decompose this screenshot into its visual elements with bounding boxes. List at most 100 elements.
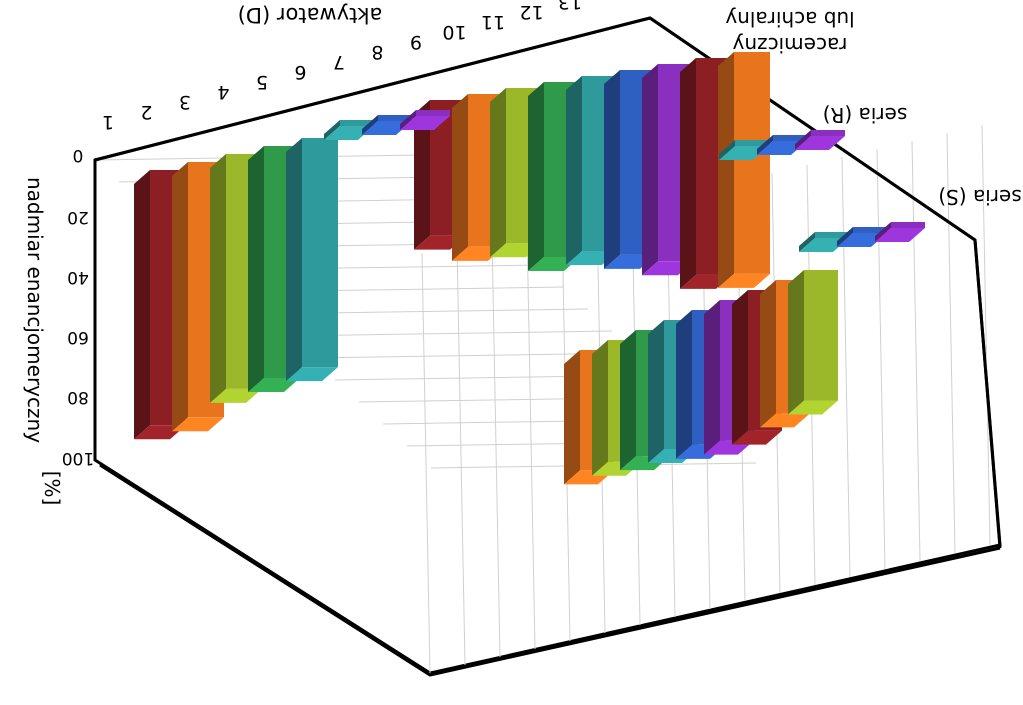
- bar-racemic-cap: [837, 233, 887, 247]
- bar-racemic: [799, 232, 849, 252]
- bar-racemic: [719, 140, 769, 160]
- bar-front-side: [286, 138, 302, 382]
- grid-line: [456, 244, 466, 666]
- bar-racemic-cap: [795, 136, 845, 150]
- y-axis: 0 20 40 60 80 100 nadmiar enancjomeryczn…: [23, 145, 94, 505]
- x-tick-label: 9: [410, 31, 422, 53]
- grid-line: [421, 252, 431, 674]
- bar-series-r-side: [452, 94, 468, 261]
- bar-series-s-cap: [760, 413, 810, 428]
- x-tick-label: 4: [217, 81, 229, 103]
- bar-racemic: [362, 115, 412, 135]
- bar-racemic-side: [362, 115, 378, 135]
- bar-racemic: [795, 130, 845, 150]
- bar-series-s: [788, 270, 838, 415]
- bar-racemic-cap: [799, 238, 849, 252]
- bar-series-r-side: [528, 82, 544, 272]
- bar-series-r-side: [414, 100, 430, 250]
- side-edge: [973, 239, 1002, 549]
- bar-series-s-side: [760, 280, 776, 428]
- bar-front-face: [302, 138, 338, 368]
- bar-series-s-side: [676, 310, 692, 459]
- bar-racemic-side: [400, 110, 416, 130]
- bar-racemic-cap: [719, 146, 769, 160]
- bar-front-cap: [210, 388, 262, 403]
- bar-series-r: [718, 52, 770, 288]
- bar-racemic-side: [719, 140, 735, 160]
- bar-racemic-face: [340, 120, 374, 126]
- bar-racemic-side: [799, 232, 815, 252]
- floor-edge: [99, 463, 1001, 677]
- bar-front-side: [172, 162, 188, 432]
- grid-line: [981, 124, 991, 546]
- bar-series-r-side: [566, 76, 582, 266]
- x-tick-label: 12: [519, 1, 543, 23]
- bar-series-s-cap: [732, 430, 782, 445]
- x-tick-label: 8: [371, 41, 383, 63]
- bar-front-cap: [172, 417, 224, 432]
- bar-series-r-side: [680, 58, 696, 289]
- bar-racemic-cap: [757, 141, 807, 155]
- bar-series-s-side: [592, 340, 608, 476]
- y-axis-unit: [%]: [40, 471, 64, 506]
- bar-racemic: [875, 222, 925, 242]
- bar-racemic: [837, 227, 887, 247]
- bar-racemic-face: [773, 135, 807, 141]
- bar-racemic: [324, 120, 374, 140]
- x-tick-label: 2: [140, 101, 152, 123]
- x-tick-label: 13: [558, 0, 582, 13]
- bar-series-s-cap: [788, 400, 838, 415]
- bar-racemic-face: [815, 232, 849, 238]
- bar-racemic-face: [891, 222, 925, 228]
- bar-racemic-cap: [362, 121, 412, 135]
- bar-front-side: [134, 170, 150, 440]
- bar-racemic: [400, 110, 450, 130]
- x-tick-label: 5: [256, 71, 268, 93]
- bar-racemic: [757, 135, 807, 155]
- bar-series-s-side: [620, 330, 636, 471]
- grid-line: [946, 132, 956, 554]
- x-tick-label: 10: [442, 21, 466, 43]
- bar-series-r-side: [604, 70, 620, 269]
- bar-racemic-face: [735, 140, 769, 146]
- grid-line: [526, 228, 536, 650]
- x-tick-label: 7: [333, 51, 345, 73]
- back-edge: [94, 16, 976, 242]
- bar-racemic-face: [378, 115, 412, 121]
- bar-racemic-face: [811, 130, 845, 136]
- y-axis-label: nadmiar enancjomeryczny: [23, 177, 47, 443]
- y-tick-label: 100: [62, 448, 94, 468]
- bar-front-side: [210, 154, 226, 403]
- bar-front: [286, 138, 338, 382]
- x-tick-label: 6: [294, 61, 306, 83]
- grid-line: [491, 236, 501, 658]
- x-tick-label: 3: [179, 91, 191, 113]
- bar-racemic-side: [875, 222, 891, 242]
- bar-front: [172, 162, 224, 432]
- bar-series-s-side: [788, 270, 804, 415]
- bar-series-s-side: [564, 350, 580, 485]
- bar-racemic-side: [757, 135, 773, 155]
- bar-racemic-side: [324, 120, 340, 140]
- bar-series-r-face: [734, 52, 770, 274]
- series-s-label: seria (S): [938, 185, 1021, 209]
- grid-line: [911, 140, 921, 562]
- bar-racemic-side: [795, 130, 811, 150]
- y-tick-label: 80: [67, 387, 89, 407]
- grid-line: [841, 156, 851, 578]
- bar-series-s-side: [732, 290, 748, 445]
- bar-front-cap: [286, 367, 338, 382]
- y-tick-label: 0: [73, 145, 84, 165]
- bar-series-s-side: [648, 320, 664, 464]
- bar-front-cap: [248, 378, 300, 392]
- y-tick-label: 20: [67, 207, 89, 227]
- bar-racemic-face: [853, 227, 887, 233]
- grid-line: [876, 148, 886, 570]
- z-axis-label-line2: lub achiralny: [725, 7, 854, 31]
- bar-front-side: [248, 146, 264, 392]
- bars-group: [134, 52, 925, 485]
- bar-series-r-cap: [718, 273, 770, 288]
- bar-racemic-cap: [400, 116, 450, 130]
- y-tick-label: 40: [67, 267, 89, 287]
